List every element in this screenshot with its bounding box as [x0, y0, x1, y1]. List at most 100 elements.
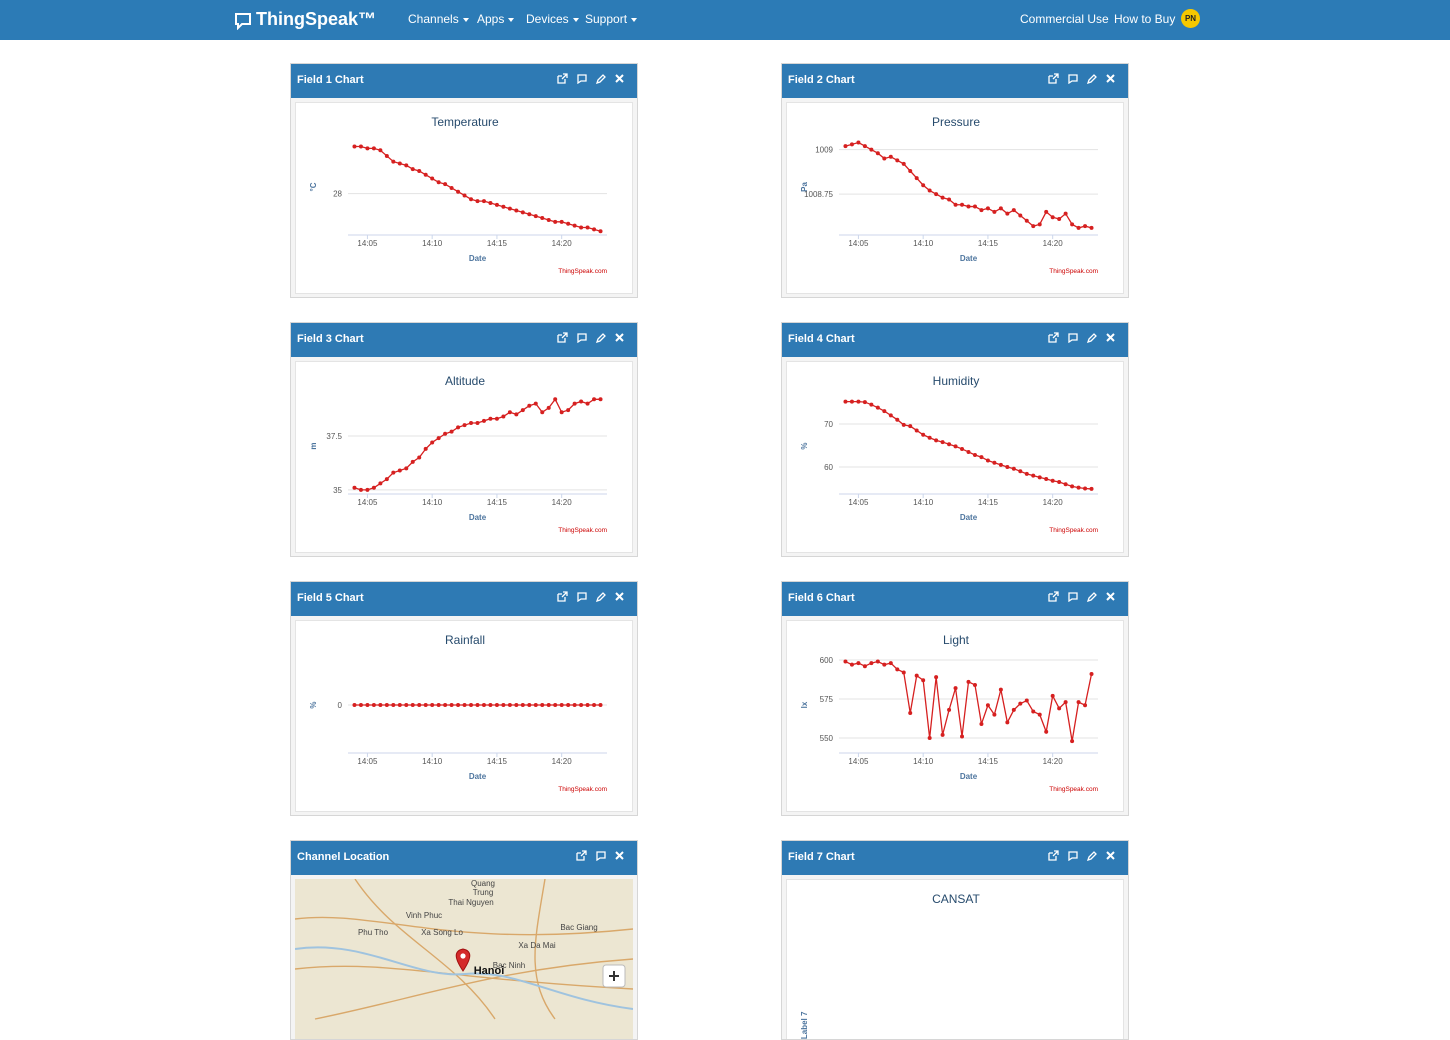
- data-point: [895, 158, 900, 163]
- data-point: [371, 703, 376, 707]
- panel-header: Field 4 Chart: [782, 323, 1128, 357]
- icon-comment[interactable]: [576, 332, 587, 343]
- icon-ext[interactable]: [557, 73, 568, 84]
- data-point: [1031, 473, 1036, 478]
- nav-link[interactable]: Commercial Use: [1020, 12, 1109, 26]
- brand[interactable]: ThingSpeak™: [256, 9, 377, 29]
- icon-edit[interactable]: [595, 73, 606, 84]
- icon-comment[interactable]: [1067, 332, 1078, 343]
- x-tick-label: 14:05: [357, 757, 378, 766]
- y-tick-label: 1008.75: [804, 190, 833, 199]
- data-point: [449, 185, 454, 190]
- icon-comment[interactable]: [576, 73, 587, 84]
- icon-comment[interactable]: [1067, 591, 1078, 602]
- icon-close[interactable]: [1105, 850, 1116, 861]
- data-point: [960, 446, 965, 451]
- icon-ext[interactable]: [557, 591, 568, 602]
- x-tick-label: 14:10: [913, 498, 934, 507]
- data-point: [410, 167, 415, 172]
- data-point: [843, 399, 848, 404]
- map-pin-dot: [460, 953, 466, 959]
- data-point: [998, 206, 1003, 211]
- data-point: [895, 667, 900, 672]
- y-tick-label: 600: [820, 656, 834, 665]
- data-point: [494, 703, 499, 707]
- icon-ext[interactable]: [576, 850, 587, 861]
- data-point: [566, 221, 571, 226]
- chart-title: Altitude: [445, 374, 485, 388]
- data-point: [985, 206, 990, 211]
- data-point: [533, 703, 538, 707]
- data-point: [992, 712, 997, 717]
- chart: Temperature °C 28 14:05 14:10 14:15 14:20 Date T…: [309, 115, 607, 275]
- icon-ext[interactable]: [1048, 332, 1059, 343]
- panel-actions: [1048, 591, 1116, 602]
- x-axis-title: Date: [960, 513, 978, 522]
- data-point: [914, 176, 919, 181]
- data-point: [520, 408, 525, 413]
- icon-edit[interactable]: [595, 591, 606, 602]
- nav-link[interactable]: How to Buy: [1114, 12, 1176, 26]
- credit: ThingSpeak.com: [558, 786, 607, 793]
- x-axis-title: Date: [469, 772, 487, 781]
- icon-close[interactable]: [1105, 591, 1116, 602]
- icon-ext[interactable]: [1048, 850, 1059, 861]
- icon-edit[interactable]: [1086, 850, 1097, 861]
- icon-close[interactable]: [1105, 73, 1116, 84]
- icon-edit[interactable]: [1086, 73, 1097, 84]
- data-point: [579, 703, 584, 707]
- data-point: [443, 431, 448, 436]
- menu-item[interactable]: Channels: [408, 12, 469, 26]
- data-point: [1070, 222, 1075, 227]
- icon-comment[interactable]: [1067, 73, 1078, 84]
- icon-ext[interactable]: [1048, 591, 1059, 602]
- credit: ThingSpeak.com: [558, 527, 607, 534]
- icon-comment[interactable]: [576, 591, 587, 602]
- data-point: [856, 399, 861, 404]
- panel-header: Field 6 Chart: [782, 582, 1128, 616]
- data-point: [875, 405, 880, 410]
- icon-close[interactable]: [614, 73, 625, 84]
- chart-title: Pressure: [932, 115, 980, 129]
- icon-edit[interactable]: [1086, 332, 1097, 343]
- panel: Field 6 Chart Light lx 550 575 600 14:05 14:10 1…: [781, 581, 1129, 816]
- icon-comment[interactable]: [1067, 850, 1078, 861]
- panel-title: Channel Location: [297, 851, 390, 863]
- data-point: [979, 455, 984, 460]
- panel: Field 3 Chart Altitude m 35 37.5 14:05 14:10 14…: [290, 322, 638, 557]
- data-point: [927, 188, 932, 193]
- icon-edit[interactable]: [595, 332, 606, 343]
- data-point: [998, 687, 1003, 692]
- menu-item[interactable]: Apps: [477, 12, 515, 26]
- menu-item[interactable]: Devices: [526, 12, 579, 26]
- data-point: [960, 734, 965, 739]
- data-point: [501, 414, 506, 419]
- menu-item[interactable]: Support: [585, 12, 638, 26]
- avatar[interactable]: PN: [1181, 9, 1200, 28]
- x-tick-label: 14:05: [848, 239, 869, 248]
- data-point: [953, 686, 958, 691]
- icon-shape: [1048, 332, 1059, 343]
- data-point: [520, 703, 525, 707]
- data-point: [843, 659, 848, 664]
- icon-close[interactable]: [614, 332, 625, 343]
- data-point: [985, 703, 990, 708]
- map-pin[interactable]: [455, 948, 471, 972]
- data-point: [352, 485, 357, 490]
- data-point: [1089, 672, 1094, 677]
- icon-shape: [1106, 592, 1115, 601]
- icon-close[interactable]: [614, 850, 625, 861]
- icon-shape: [1048, 591, 1059, 602]
- panel-actions: [1048, 850, 1116, 861]
- icon-shape: [615, 74, 624, 83]
- data-point: [481, 199, 486, 204]
- data-point: [992, 209, 997, 214]
- data-point: [430, 176, 435, 181]
- icon-comment[interactable]: [595, 850, 606, 861]
- icon-edit[interactable]: [1086, 591, 1097, 602]
- icon-close[interactable]: [1105, 332, 1116, 343]
- data-point: [546, 703, 551, 707]
- icon-ext[interactable]: [557, 332, 568, 343]
- icon-close[interactable]: [614, 591, 625, 602]
- icon-ext[interactable]: [1048, 73, 1059, 84]
